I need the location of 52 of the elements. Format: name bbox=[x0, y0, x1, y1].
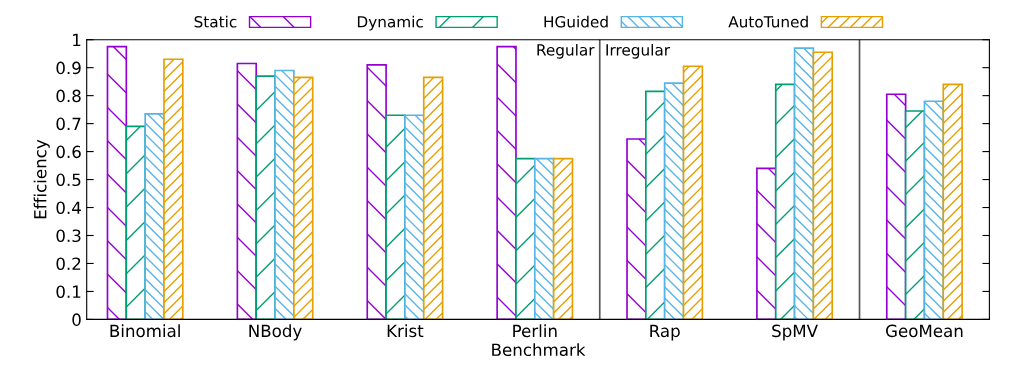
bar bbox=[385, 114, 406, 320]
bar bbox=[496, 45, 517, 320]
bar bbox=[255, 75, 276, 320]
bar bbox=[422, 76, 444, 320]
y-tick-label: 0.5 bbox=[56, 173, 81, 187]
bar bbox=[663, 82, 685, 320]
bar bbox=[626, 138, 647, 320]
x-tick-label: NBody bbox=[249, 324, 302, 341]
bar bbox=[293, 76, 314, 320]
x-tick-label: Perlin bbox=[513, 324, 557, 338]
bar bbox=[515, 157, 536, 320]
y-tick-label: 0 bbox=[72, 313, 81, 326]
x-tick-label: SpMV bbox=[772, 324, 818, 341]
bar bbox=[812, 51, 834, 320]
x-tick-label: Krist bbox=[387, 324, 424, 338]
y-tick-label: 1 bbox=[73, 33, 81, 47]
bar bbox=[793, 47, 815, 320]
y-tick-label: 0.3 bbox=[56, 229, 81, 243]
bar bbox=[885, 93, 907, 320]
x-axis-title: Benchmark bbox=[492, 343, 586, 357]
bar bbox=[274, 69, 295, 320]
annotation: Regular bbox=[537, 43, 595, 59]
legend-label: Dynamic bbox=[357, 15, 423, 31]
legend-label: Static bbox=[194, 15, 237, 28]
x-tick-label: Binomial bbox=[110, 324, 180, 338]
bar bbox=[942, 83, 963, 320]
bar bbox=[106, 45, 128, 320]
y-tick-label: 0.6 bbox=[56, 145, 81, 159]
bar bbox=[904, 110, 926, 320]
bar bbox=[125, 125, 146, 320]
y-tick-label: 0.1 bbox=[56, 285, 81, 299]
bar bbox=[366, 64, 387, 320]
bar bbox=[533, 157, 555, 320]
legend-label: HGuided bbox=[544, 15, 608, 28]
bar bbox=[144, 112, 165, 320]
x-tick-label: Rap bbox=[650, 324, 680, 341]
y-tick-label: 0.8 bbox=[56, 89, 81, 103]
y-tick-label: 0.9 bbox=[56, 61, 81, 75]
x-tick-label: GeoMean bbox=[886, 324, 963, 338]
legend-label: AutoTuned bbox=[728, 15, 808, 28]
bar bbox=[774, 83, 796, 320]
y-tick-label: 0.7 bbox=[56, 117, 81, 131]
bar bbox=[645, 90, 666, 320]
y-tick-label: 0.2 bbox=[56, 257, 81, 271]
bar bbox=[163, 58, 184, 320]
bar bbox=[756, 167, 777, 320]
bar bbox=[682, 65, 704, 320]
bar bbox=[552, 157, 574, 320]
annotation: Irregular bbox=[606, 43, 671, 59]
y-tick-label: 0.4 bbox=[56, 201, 81, 215]
y-axis-title: Efficiency bbox=[33, 139, 50, 219]
bar bbox=[404, 114, 425, 320]
